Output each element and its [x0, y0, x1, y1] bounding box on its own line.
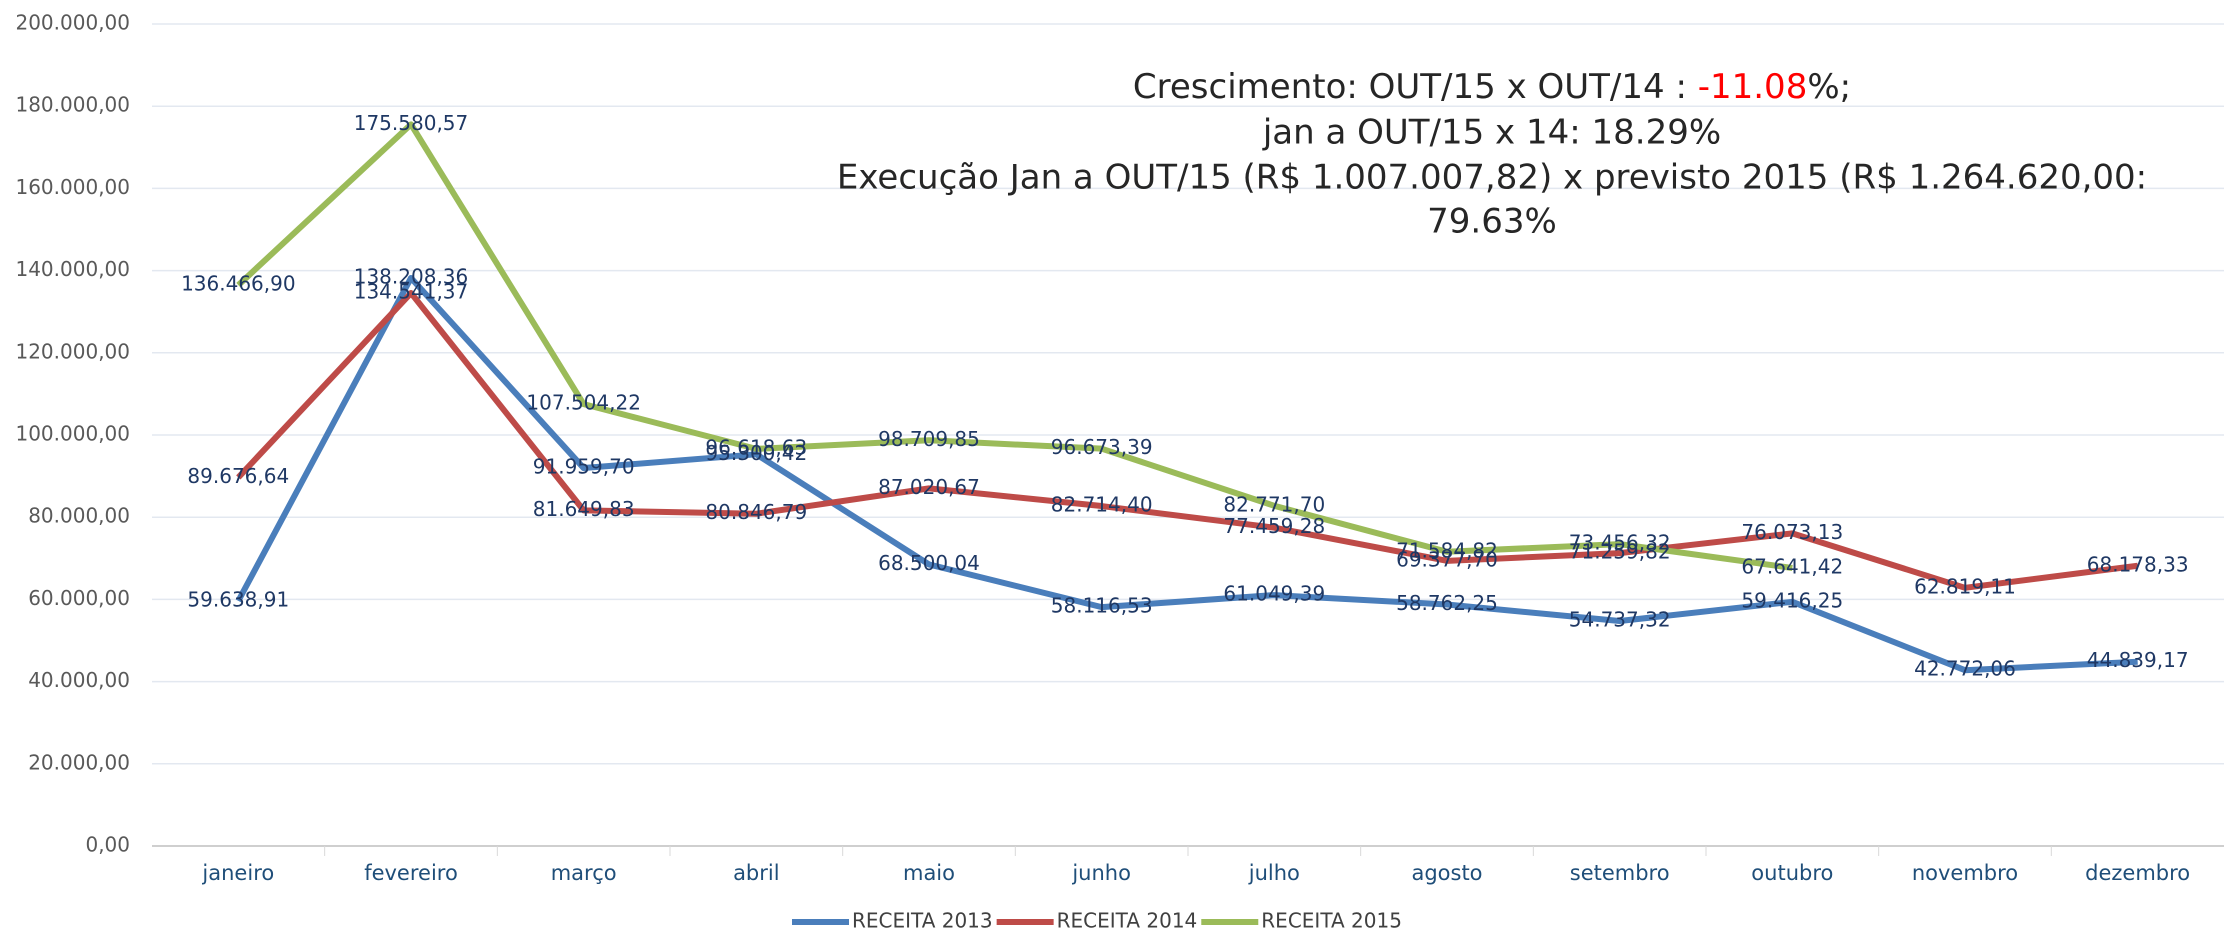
series-line — [235, 274, 2138, 674]
y-tick-label: 140.000,00 — [15, 257, 130, 281]
annotation-text: Crescimento: OUT/15 x OUT/14 : — [1133, 67, 1698, 107]
data-label: 138.208,36 — [354, 264, 469, 288]
data-label: 107.504,22 — [526, 391, 641, 415]
data-label: 134.541,37 — [354, 280, 469, 304]
data-label: 73.456,32 — [1569, 531, 1671, 555]
data-label: 59.638,91 — [187, 587, 289, 611]
series-line — [236, 290, 2139, 591]
data-label: 175.580,57 — [354, 111, 469, 135]
data-label: 68.500,04 — [878, 551, 980, 575]
x-tick-label: novembro — [1912, 861, 2018, 885]
legend-label: RECEITA 2014 — [1057, 909, 1198, 933]
annotation: jan a OUT/15 x 14: 18.29% — [1262, 113, 1721, 153]
y-tick-label: 40.000,00 — [28, 668, 130, 692]
x-tick-label: janeiro — [201, 861, 274, 885]
annotation-highlight: -11.08 — [1698, 67, 1808, 107]
annotation: Execução Jan a OUT/15 (R$ 1.007.007,82) … — [837, 158, 2147, 198]
data-label: 61.049,39 — [1223, 582, 1325, 606]
x-tick-label: abril — [733, 861, 780, 885]
y-tick-label: 100.000,00 — [15, 422, 130, 446]
annotation: Crescimento: OUT/15 x OUT/14 : -11.08%; — [1133, 67, 1851, 107]
x-tick-label: outubro — [1751, 861, 1833, 885]
data-label: 44.839,17 — [2087, 648, 2189, 672]
data-label: 58.762,25 — [1396, 591, 1498, 615]
y-tick-label: 180.000,00 — [15, 93, 130, 117]
data-label: 81.649,83 — [533, 497, 635, 521]
y-tick-label: 0,00 — [85, 833, 130, 857]
y-tick-label: 120.000,00 — [15, 339, 130, 363]
legend-label: RECEITA 2013 — [852, 909, 993, 933]
data-label: 89.676,64 — [187, 464, 289, 488]
y-tick-label: 20.000,00 — [28, 750, 130, 774]
x-tick-label: agosto — [1411, 861, 1482, 885]
annotation: 79.63% — [1427, 202, 1557, 242]
data-label: 71.259,82 — [1569, 540, 1671, 564]
data-label: 98.709,85 — [878, 427, 980, 451]
data-label: 91.959,70 — [533, 455, 635, 479]
annotation-text: %; — [1807, 67, 1851, 107]
data-label: 80.846,79 — [705, 500, 807, 524]
data-label: 76.073,13 — [1741, 520, 1843, 544]
data-label: 68.178,33 — [2087, 552, 2189, 576]
data-label: 67.641,42 — [1741, 554, 1843, 578]
y-tick-label: 80.000,00 — [28, 504, 130, 528]
data-label: 69.377,70 — [1396, 547, 1498, 571]
data-label: 87.020,67 — [878, 475, 980, 499]
x-tick-label: dezembro — [2085, 861, 2190, 885]
data-label: 82.771,70 — [1223, 492, 1325, 516]
y-tick-label: 160.000,00 — [15, 175, 130, 199]
y-tick-label: 200.000,00 — [15, 11, 130, 35]
x-tick-label: julho — [1248, 861, 1300, 885]
data-label: 82.714,40 — [1051, 493, 1153, 517]
data-label: 54.737,32 — [1569, 608, 1671, 632]
data-label: 59.416,25 — [1741, 588, 1843, 612]
data-label: 96.673,39 — [1051, 435, 1153, 459]
legend-label: RECEITA 2015 — [1261, 909, 1402, 933]
y-tick-label: 60.000,00 — [28, 586, 130, 610]
data-label: 136.466,90 — [181, 272, 296, 296]
x-tick-label: setembro — [1570, 861, 1670, 885]
data-label: 77.459,28 — [1223, 514, 1325, 538]
x-tick-label: maio — [903, 861, 955, 885]
series-line — [236, 121, 1793, 571]
x-tick-label: fevereiro — [364, 861, 458, 885]
data-label: 95.300,42 — [705, 441, 807, 465]
x-tick-label: junho — [1071, 861, 1131, 885]
data-label: 42.772,06 — [1914, 657, 2016, 681]
data-label: 62.819,11 — [1914, 574, 2016, 598]
data-label: 71.584,82 — [1396, 538, 1498, 562]
data-label: 96.618,63 — [705, 435, 807, 459]
data-label: 58.116,53 — [1051, 594, 1153, 618]
x-tick-label: março — [551, 861, 617, 885]
